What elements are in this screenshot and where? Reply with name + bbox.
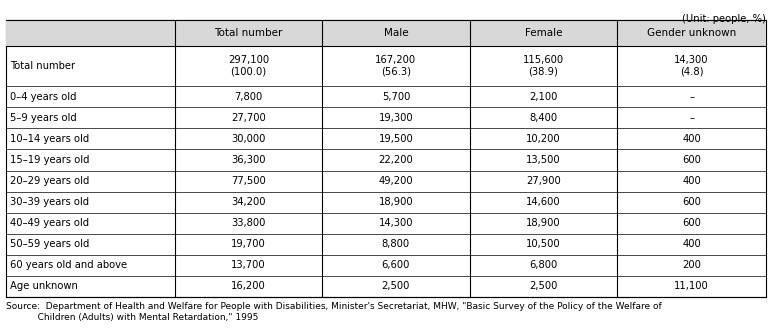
Text: 10,500: 10,500 (526, 239, 560, 249)
Text: 0–4 years old: 0–4 years old (10, 92, 76, 102)
Text: 5–9 years old: 5–9 years old (10, 113, 76, 123)
Text: 8,800: 8,800 (382, 239, 410, 249)
Text: 14,300: 14,300 (378, 218, 413, 228)
Text: Source:  Department of Health and Welfare for People with Disabilities, Minister: Source: Department of Health and Welfare… (6, 302, 662, 311)
Text: 18,900: 18,900 (378, 197, 413, 207)
Text: 16,200: 16,200 (231, 281, 266, 291)
Text: 18,900: 18,900 (526, 218, 560, 228)
Text: 600: 600 (682, 155, 701, 165)
Text: 34,200: 34,200 (231, 197, 266, 207)
Bar (6, 20, 766, 46)
Text: 13,500: 13,500 (526, 155, 560, 165)
Text: Gender unknown: Gender unknown (647, 28, 736, 38)
Text: 19,300: 19,300 (378, 113, 413, 123)
Text: 22,200: 22,200 (378, 155, 413, 165)
Text: 14,300
(4.8): 14,300 (4.8) (674, 55, 709, 77)
Text: 600: 600 (682, 197, 701, 207)
Text: 5,700: 5,700 (381, 92, 410, 102)
Text: 8,400: 8,400 (530, 113, 557, 123)
Text: 27,900: 27,900 (526, 176, 560, 186)
Text: 400: 400 (682, 239, 701, 249)
Text: –: – (689, 113, 694, 123)
Text: –: – (689, 92, 694, 102)
Text: (Unit: people, %): (Unit: people, %) (682, 14, 766, 24)
Text: Male: Male (384, 28, 408, 38)
Text: 60 years old and above: 60 years old and above (10, 260, 127, 270)
Text: Female: Female (524, 28, 562, 38)
Text: 40–49 years old: 40–49 years old (10, 218, 89, 228)
Text: Children (Adults) with Mental Retardation," 1995: Children (Adults) with Mental Retardatio… (6, 313, 259, 322)
Text: 400: 400 (682, 176, 701, 186)
Text: 49,200: 49,200 (378, 176, 413, 186)
Text: 200: 200 (682, 260, 701, 270)
Text: 2,100: 2,100 (529, 92, 557, 102)
Text: 2,500: 2,500 (381, 281, 410, 291)
Text: 7,800: 7,800 (235, 92, 262, 102)
Text: 30,000: 30,000 (232, 134, 266, 144)
Text: 600: 600 (682, 218, 701, 228)
Text: 11,100: 11,100 (674, 281, 709, 291)
Text: 30–39 years old: 30–39 years old (10, 197, 89, 207)
Text: 297,100
(100.0): 297,100 (100.0) (228, 55, 269, 77)
Text: 6,600: 6,600 (381, 260, 410, 270)
Text: 20–29 years old: 20–29 years old (10, 176, 90, 186)
Text: Total number: Total number (10, 61, 75, 71)
Text: Total number: Total number (215, 28, 283, 38)
Text: 167,200
(56.3): 167,200 (56.3) (375, 55, 416, 77)
Text: 10–14 years old: 10–14 years old (10, 134, 90, 144)
Text: 115,600
(38.9): 115,600 (38.9) (523, 55, 564, 77)
Text: 400: 400 (682, 134, 701, 144)
Text: 2,500: 2,500 (529, 281, 557, 291)
Text: 33,800: 33,800 (232, 218, 266, 228)
Text: 50–59 years old: 50–59 years old (10, 239, 90, 249)
Text: 19,700: 19,700 (231, 239, 266, 249)
Text: 15–19 years old: 15–19 years old (10, 155, 90, 165)
Text: 36,300: 36,300 (231, 155, 266, 165)
Text: 13,700: 13,700 (231, 260, 266, 270)
Bar (6, 20, 766, 297)
Text: 10,200: 10,200 (526, 134, 560, 144)
Text: 77,500: 77,500 (231, 176, 266, 186)
Text: 27,700: 27,700 (231, 113, 266, 123)
Text: 6,800: 6,800 (529, 260, 557, 270)
Text: 19,500: 19,500 (378, 134, 413, 144)
Text: 14,600: 14,600 (526, 197, 560, 207)
Text: Age unknown: Age unknown (10, 281, 78, 291)
